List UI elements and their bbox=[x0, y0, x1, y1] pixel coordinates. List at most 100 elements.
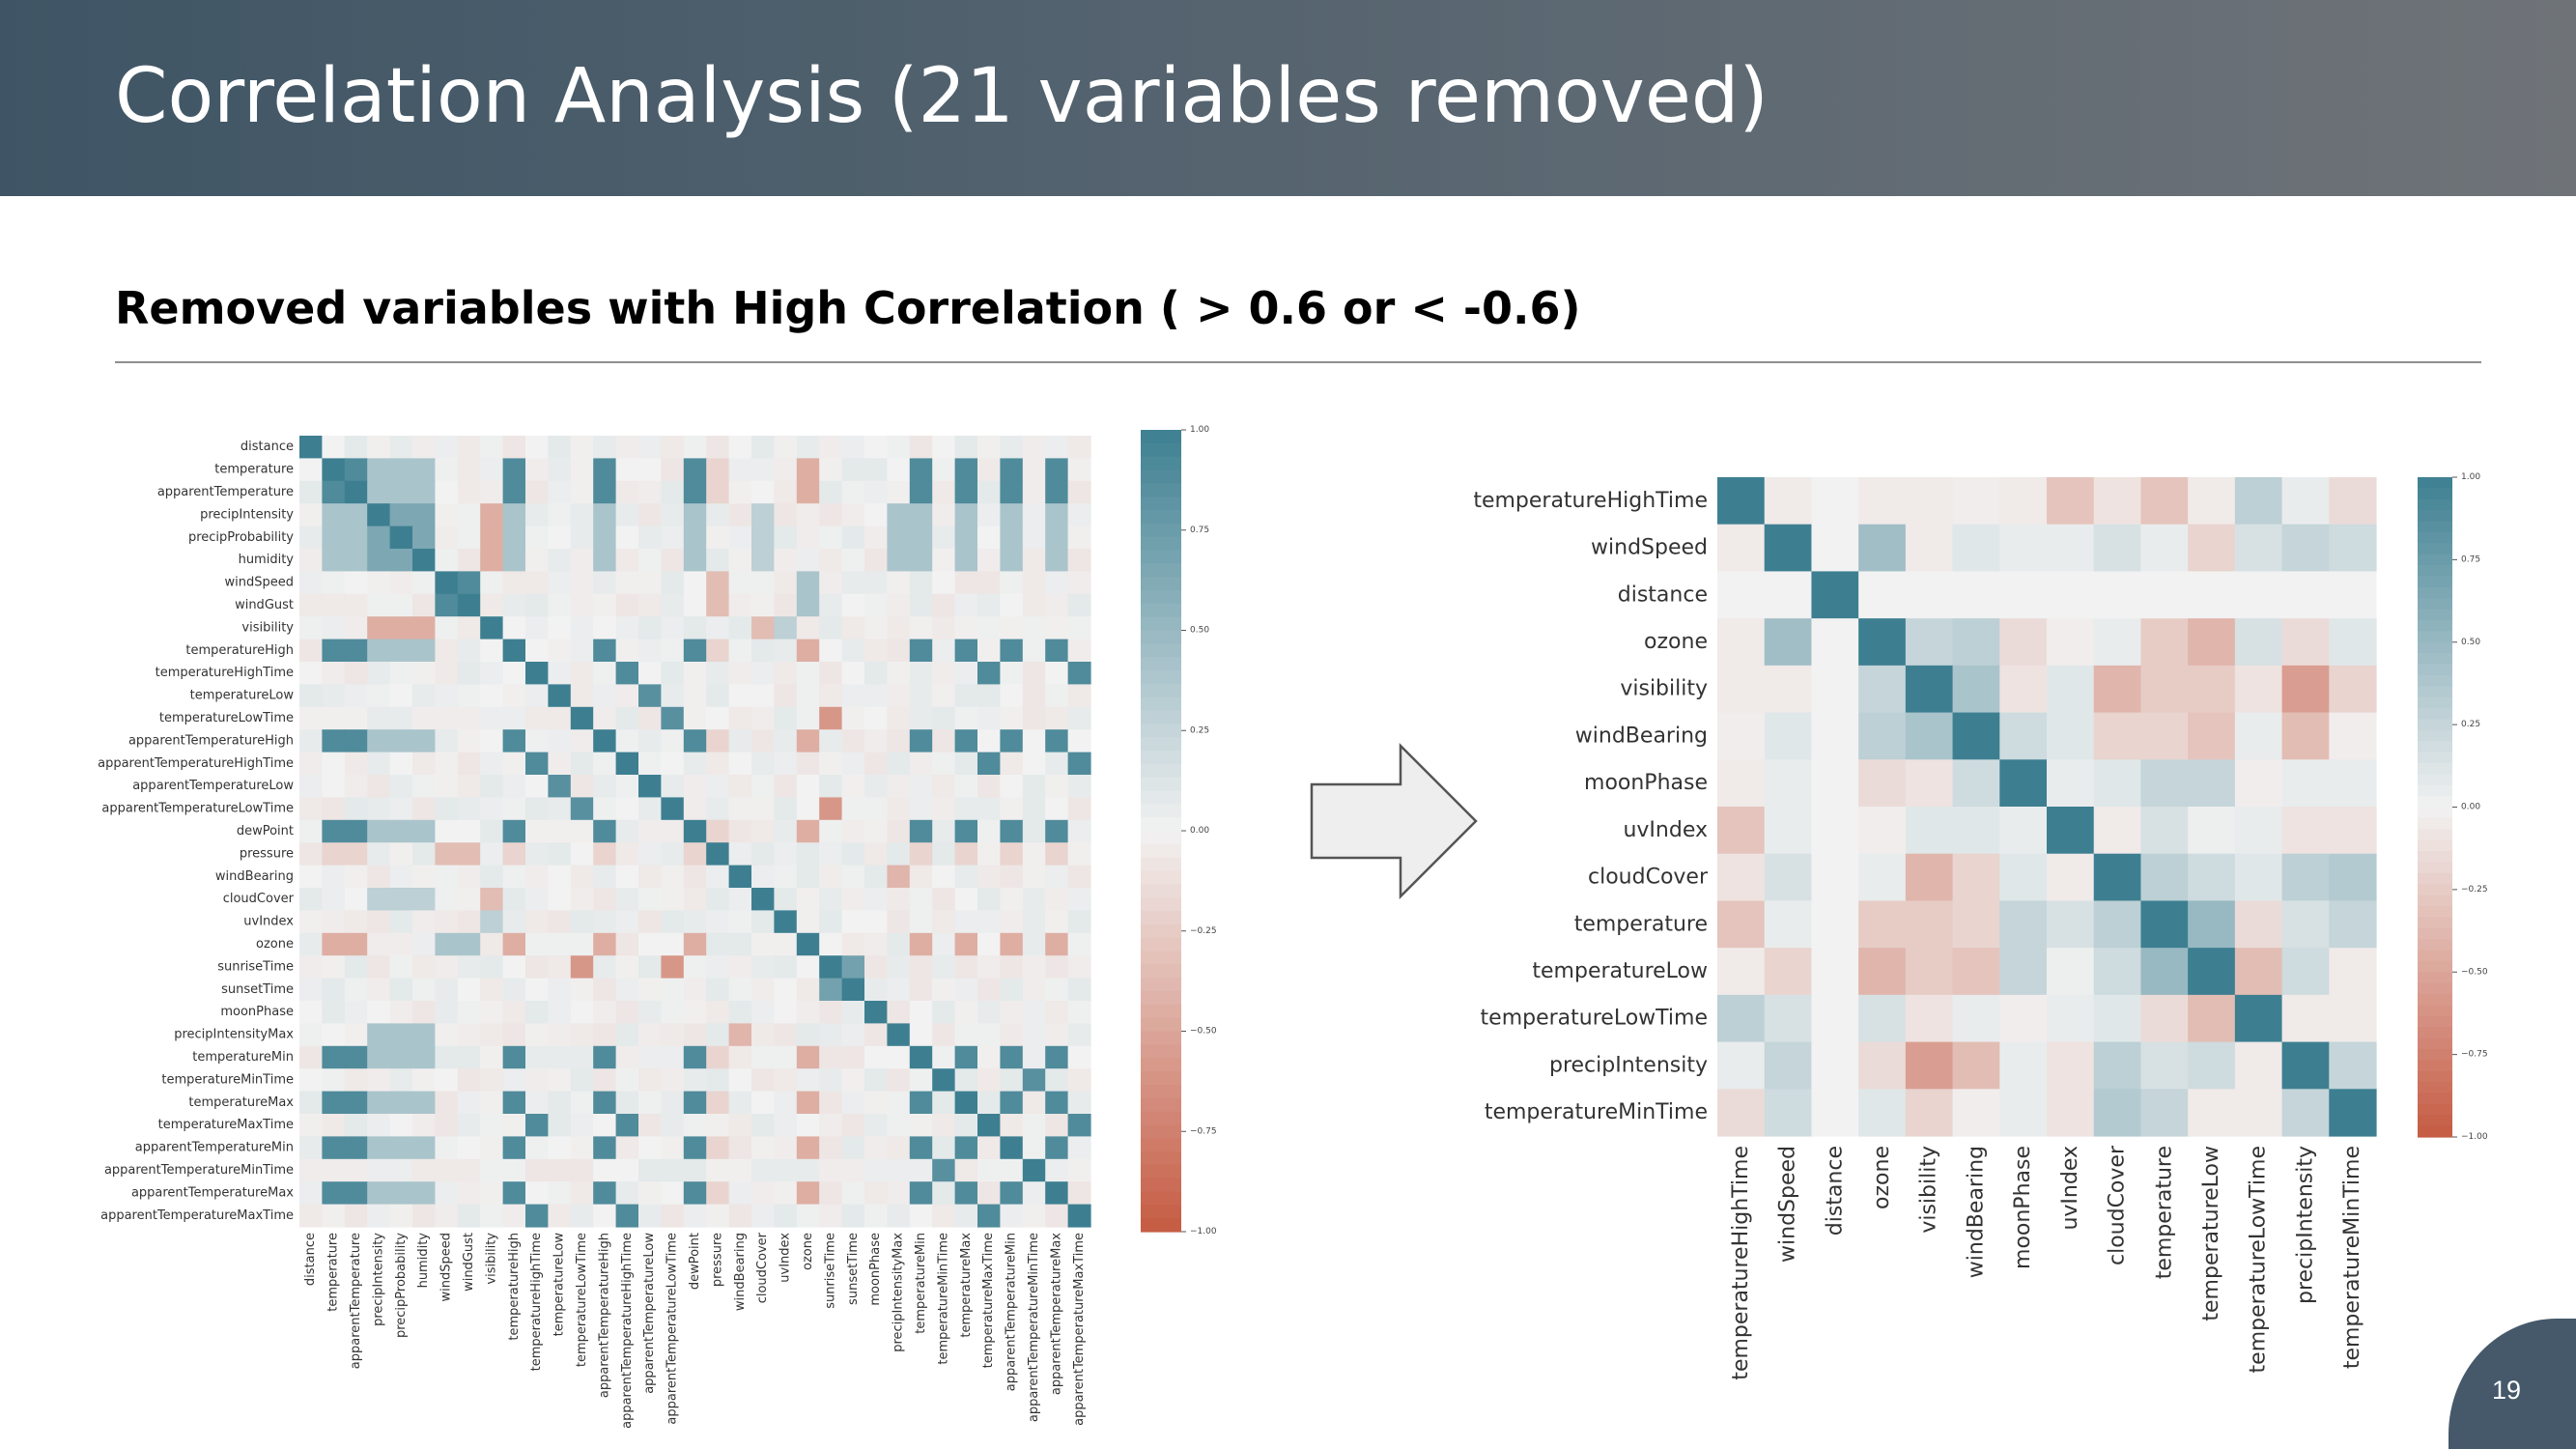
heatmap-cell bbox=[435, 955, 459, 980]
heatmap-cell bbox=[548, 1068, 572, 1093]
heatmap-cell bbox=[389, 706, 413, 730]
colorbar-segment bbox=[2418, 927, 2452, 940]
heatmap-cell bbox=[1045, 775, 1069, 798]
heatmap-cell bbox=[570, 1091, 594, 1115]
heatmap-cell bbox=[683, 1114, 707, 1137]
heatmap-cell bbox=[2188, 571, 2236, 619]
heatmap-cell bbox=[502, 1136, 526, 1160]
heatmap-cell bbox=[435, 1023, 459, 1047]
heatmap-cell bbox=[502, 593, 526, 617]
heatmap-cell bbox=[457, 888, 481, 911]
heatmap-cell bbox=[1905, 665, 1954, 714]
heatmap-cell bbox=[389, 752, 413, 776]
heatmap-cell bbox=[322, 955, 346, 980]
heatmap-cell bbox=[661, 639, 685, 663]
heatmap-cell bbox=[389, 593, 413, 617]
heatmap-cell bbox=[1067, 865, 1091, 889]
heatmap-cell bbox=[344, 775, 368, 798]
heatmap-cell bbox=[1952, 665, 2000, 714]
heatmap-cell bbox=[796, 910, 820, 934]
heatmap-cell bbox=[706, 436, 730, 459]
heatmap-cell bbox=[2329, 807, 2377, 855]
heatmap-cell bbox=[322, 819, 346, 843]
heatmap-cell bbox=[435, 797, 459, 821]
y-tick-label: temperatureLowTime bbox=[1481, 1007, 1708, 1031]
heatmap-cell bbox=[977, 865, 1001, 889]
heatmap-cell bbox=[480, 729, 504, 753]
heatmap-cell bbox=[525, 593, 549, 617]
heatmap-cell bbox=[615, 819, 639, 843]
heatmap-cell bbox=[954, 932, 978, 956]
heatmap-cell bbox=[615, 1045, 639, 1069]
heatmap-cell bbox=[796, 1001, 820, 1024]
heatmap-cell bbox=[1717, 807, 1766, 855]
heatmap-cell bbox=[864, 1136, 888, 1160]
colorbar-segment bbox=[2418, 565, 2452, 578]
heatmap-cell bbox=[1067, 955, 1091, 980]
heatmap-cell bbox=[593, 526, 617, 550]
heatmap-cell bbox=[502, 752, 526, 776]
heatmap-cell bbox=[683, 639, 707, 663]
heatmap-cell bbox=[728, 819, 752, 843]
heatmap-cell bbox=[638, 865, 662, 889]
heatmap-cell bbox=[1905, 900, 1954, 949]
heatmap-cell bbox=[367, 1181, 391, 1206]
colorbar-segment bbox=[2418, 653, 2452, 666]
heatmap-cell bbox=[570, 458, 594, 482]
heatmap-cell bbox=[819, 775, 843, 798]
heatmap-cell bbox=[412, 436, 436, 459]
heatmap-cell bbox=[480, 549, 504, 572]
heatmap-cell bbox=[932, 639, 956, 663]
colorbar-segment bbox=[2418, 531, 2452, 544]
heatmap-cell bbox=[344, 955, 368, 980]
heatmap-cell bbox=[683, 1136, 707, 1160]
heatmap-cell bbox=[638, 503, 662, 527]
heatmap-cell bbox=[887, 978, 911, 1002]
heatmap-cell bbox=[435, 978, 459, 1002]
heatmap-cell bbox=[638, 1181, 662, 1206]
colorbar-segment bbox=[2418, 862, 2452, 874]
heatmap-cell bbox=[728, 639, 752, 663]
colorbar-segment bbox=[2418, 521, 2452, 533]
heatmap-cell bbox=[435, 1091, 459, 1115]
y-tick-label: distance bbox=[1618, 582, 1708, 607]
heatmap-cell bbox=[841, 865, 865, 889]
y-tick-label: windSpeed bbox=[1591, 536, 1708, 560]
heatmap-cell bbox=[932, 436, 956, 459]
heatmap-cell bbox=[977, 978, 1001, 1002]
heatmap-cell bbox=[548, 865, 572, 889]
heatmap-cell bbox=[570, 662, 594, 685]
heatmap-cell bbox=[1999, 618, 2048, 667]
heatmap-cell bbox=[841, 684, 865, 708]
heatmap-cell bbox=[1067, 1068, 1091, 1093]
heatmap-cell bbox=[1022, 1158, 1046, 1182]
heatmap-cell bbox=[457, 955, 481, 980]
heatmap-cell bbox=[502, 775, 526, 798]
heatmap-cell bbox=[954, 910, 978, 934]
heatmap-cell bbox=[1022, 910, 1046, 934]
heatmap-cell bbox=[751, 910, 775, 934]
heatmap-cell bbox=[751, 480, 775, 504]
heatmap-cell bbox=[1811, 1089, 1859, 1137]
heatmap-cell bbox=[751, 1181, 775, 1206]
heatmap-cell bbox=[1067, 797, 1091, 821]
heatmap-cell bbox=[367, 1001, 391, 1024]
heatmap-cell bbox=[819, 1181, 843, 1206]
heatmap-cell bbox=[1811, 712, 1859, 760]
heatmap-cell bbox=[706, 1181, 730, 1206]
heatmap-cell bbox=[593, 593, 617, 617]
heatmap-cell bbox=[457, 865, 481, 889]
heatmap-cell bbox=[1045, 1068, 1069, 1093]
heatmap-cell bbox=[728, 706, 752, 730]
heatmap-cell bbox=[2234, 1089, 2283, 1137]
heatmap-cell bbox=[480, 639, 504, 663]
heatmap-cell bbox=[977, 888, 1001, 911]
heatmap-cell bbox=[1045, 684, 1069, 708]
heatmap-cell bbox=[1764, 477, 1813, 526]
heatmap-cell bbox=[887, 775, 911, 798]
heatmap-cell bbox=[1999, 807, 2048, 855]
heatmap-cell bbox=[593, 1091, 617, 1115]
heatmap-cell bbox=[977, 616, 1001, 640]
heatmap-cell bbox=[1811, 477, 1859, 526]
x-tick-label: visibility bbox=[1917, 1146, 1941, 1234]
